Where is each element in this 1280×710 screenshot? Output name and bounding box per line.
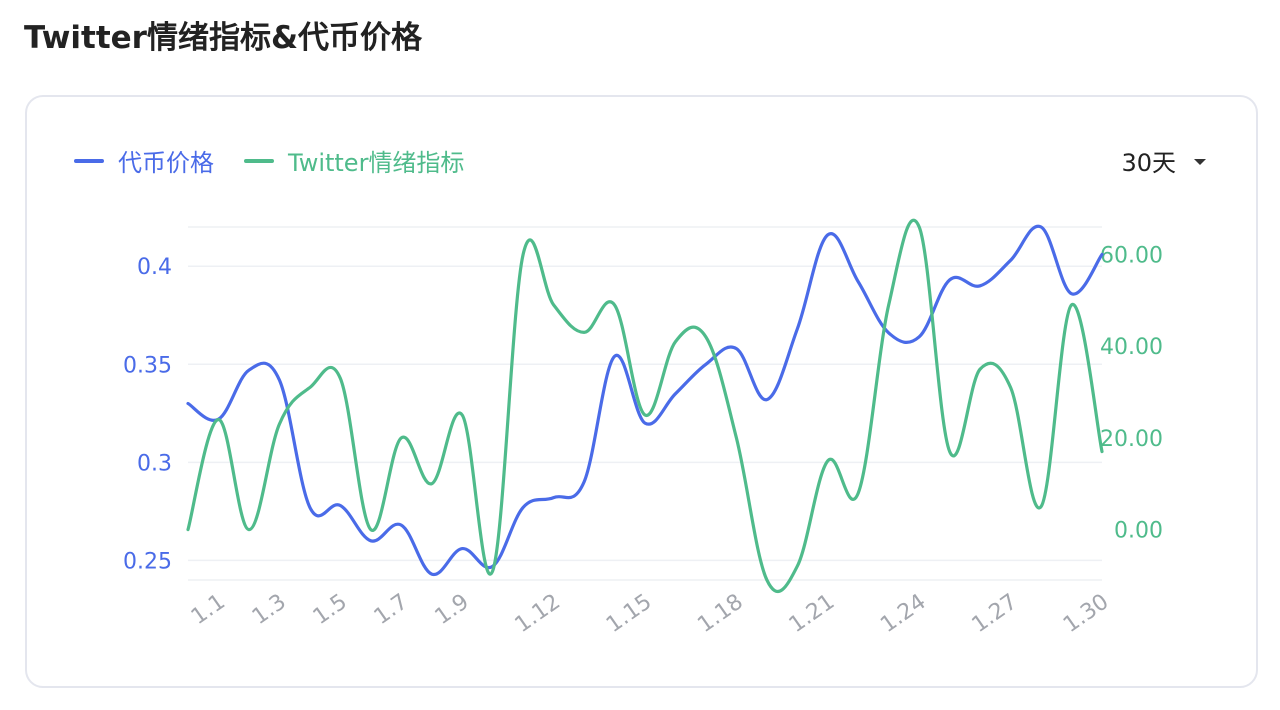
y-left-tick-label: 0.25 — [123, 549, 172, 574]
time-range-value: 30天 — [1121, 149, 1176, 177]
x-tick-label: 1.12 — [511, 589, 565, 638]
y-right-tick-label: 20.00 — [1100, 427, 1163, 452]
series-line-price — [186, 224, 1104, 576]
x-tick-label: 1.5 — [309, 589, 352, 630]
x-tick-label: 1.1 — [187, 589, 230, 630]
series-line-sentiment — [186, 218, 1104, 594]
y-left-tick-label: 0.4 — [137, 255, 172, 280]
x-tick-label: 1.18 — [693, 589, 747, 638]
y-right-tick-label: 60.00 — [1100, 244, 1163, 269]
legend-swatch-price — [74, 158, 104, 163]
y-left-tick-label: 0.35 — [123, 353, 172, 378]
y-right-tick-label: 0.00 — [1114, 519, 1163, 544]
dual-axis-line-chart: 0.25 0.3 0.35 0.4 0.00 20.00 40.00 60.00 1.1 1.3 1… — [123, 218, 1163, 638]
legend-label-sentiment: Twitter情绪指标 — [288, 149, 465, 177]
legend-item-sentiment[interactable]: Twitter情绪指标 — [244, 143, 464, 178]
legend-item-price[interactable]: 代币价格 — [74, 143, 214, 178]
x-tick-label: 1.21 — [785, 589, 839, 638]
y-right-tick-label: 40.00 — [1100, 335, 1163, 360]
x-tick-label: 1.30 — [1059, 589, 1113, 638]
x-tick-label: 1.3 — [248, 589, 291, 630]
page-title: Twitter情绪指标&代币价格 — [24, 20, 422, 56]
x-tick-label: 1.24 — [876, 589, 930, 638]
legend-swatch-sentiment — [244, 158, 274, 163]
time-range-select[interactable]: 30天 — [1121, 143, 1206, 178]
y-left-tick-label: 0.3 — [137, 451, 172, 476]
legend-label-price: 代币价格 — [118, 149, 214, 177]
caret-down-icon — [1194, 158, 1206, 165]
x-tick-label: 1.27 — [968, 589, 1022, 638]
x-tick-label: 1.15 — [602, 589, 656, 638]
chart-card: 0.25 0.3 0.35 0.4 0.00 20.00 40.00 60.00 1.1 1.3 1… — [25, 95, 1258, 688]
x-tick-label: 1.7 — [370, 589, 413, 630]
chart-legend: 代币价格 Twitter情绪指标 — [74, 143, 494, 178]
x-tick-label: 1.9 — [431, 589, 474, 630]
